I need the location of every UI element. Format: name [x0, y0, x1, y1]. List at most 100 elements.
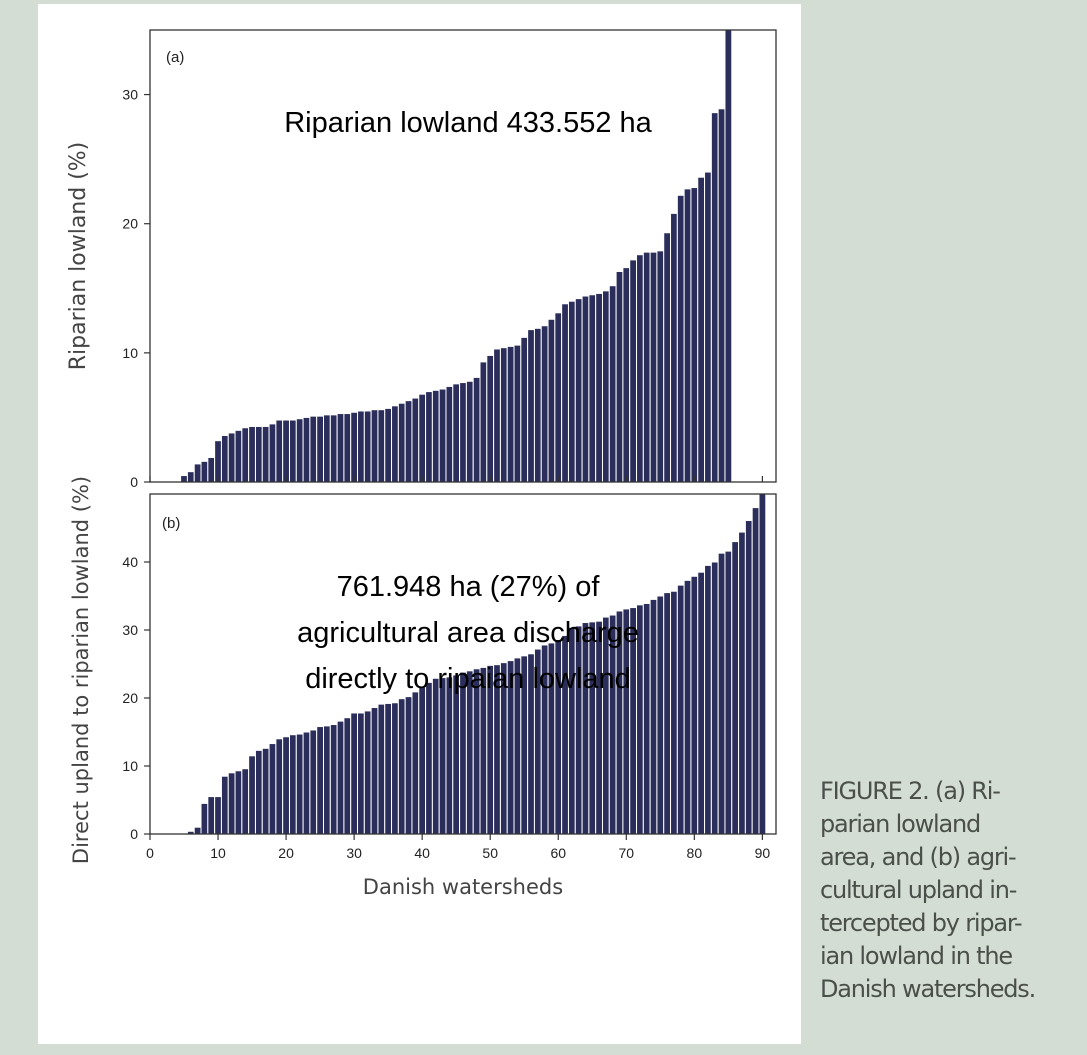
bar	[670, 590, 678, 835]
x-tick-label: 50	[482, 845, 498, 861]
bar	[418, 686, 427, 835]
bar	[751, 507, 760, 835]
bar	[316, 415, 325, 483]
bar	[227, 772, 236, 835]
bar	[601, 616, 610, 835]
caption-line: Danish watersheds.	[820, 975, 1036, 1003]
bar	[663, 592, 672, 835]
bar	[704, 171, 712, 483]
bar	[704, 564, 712, 835]
figure-panel: Riparian lowland (%) 0 10 20 30 Riparian low…	[38, 4, 801, 1044]
bar	[295, 733, 304, 835]
bar	[574, 625, 583, 835]
bar	[282, 419, 290, 483]
y-tick-label: 20	[122, 216, 138, 232]
bar	[649, 251, 658, 483]
bar	[738, 531, 746, 835]
chart-a: Riparian lowland (%) 0 10 20 30 Riparian low…	[66, 29, 777, 490]
bar	[676, 584, 685, 835]
x-tick-label: 10	[210, 845, 226, 861]
bar	[438, 388, 447, 483]
bar	[717, 108, 726, 483]
bar	[207, 456, 216, 483]
x-tick-label: 20	[278, 845, 294, 861]
chart-b: Direct upland to riparian lowland (%) Da…	[69, 476, 777, 899]
x-tick-label: 80	[687, 845, 703, 861]
bar	[234, 770, 243, 835]
bar	[323, 725, 331, 835]
bar	[302, 416, 311, 483]
y-tick-label: 0	[130, 474, 138, 490]
bar	[540, 325, 549, 483]
bar	[275, 738, 284, 835]
bar	[622, 267, 631, 483]
chart-b-frame	[149, 493, 777, 835]
bar	[561, 303, 569, 483]
bar	[357, 410, 365, 483]
chart-a-panel-label: (a)	[166, 49, 184, 66]
y-tick-label: 10	[122, 758, 138, 774]
bar	[724, 550, 733, 835]
bar	[261, 425, 270, 483]
bar	[391, 405, 399, 483]
bar	[676, 194, 685, 483]
bar	[656, 595, 665, 835]
bar	[656, 250, 665, 483]
bar	[690, 575, 699, 835]
bar	[207, 796, 216, 835]
bar	[499, 347, 508, 483]
bar	[452, 383, 461, 483]
bar	[425, 391, 433, 483]
bar	[309, 415, 318, 483]
bar	[527, 329, 535, 483]
bar	[758, 493, 767, 835]
bar	[227, 432, 236, 483]
bar	[336, 720, 345, 835]
bar	[254, 425, 263, 483]
bar	[459, 671, 467, 835]
chart-b-annotation-line: agricultural area discharge	[297, 617, 639, 649]
bar	[241, 427, 250, 483]
x-tick-label: 0	[146, 845, 154, 861]
bar	[343, 413, 352, 483]
chart-b-xlabel: Danish watersheds	[363, 875, 563, 899]
x-tick-label: 40	[414, 845, 430, 861]
bar	[636, 254, 644, 483]
bar	[520, 336, 529, 483]
bar	[581, 295, 590, 483]
bar	[506, 345, 515, 483]
caption-line: FIGURE 2. (a) Ri-	[820, 777, 1001, 805]
bar	[323, 414, 331, 483]
bar	[438, 677, 447, 835]
bar	[288, 419, 297, 483]
bar	[411, 397, 420, 483]
bar	[193, 826, 202, 835]
bar	[493, 348, 501, 483]
bar	[214, 440, 222, 483]
bar	[363, 710, 372, 835]
chart-a-frame	[149, 29, 777, 483]
bar	[241, 768, 250, 835]
bar	[533, 327, 542, 483]
bar	[683, 579, 692, 835]
y-tick-label: 20	[122, 690, 138, 706]
bar	[397, 402, 406, 483]
y-tick-label: 10	[122, 345, 138, 361]
chart-b-annotation-line: directly to ripaian lowland	[305, 663, 631, 695]
y-tick-label: 30	[122, 622, 138, 638]
bar	[670, 212, 678, 483]
x-tick-label: 70	[619, 845, 635, 861]
bar	[329, 724, 338, 835]
bar	[465, 380, 474, 483]
bar	[295, 418, 304, 483]
bar	[377, 703, 386, 835]
bar	[486, 354, 495, 483]
bar	[220, 435, 229, 483]
bar	[690, 187, 699, 483]
bar	[309, 729, 318, 835]
bar	[431, 389, 440, 483]
chart-b-ylabel: Direct upland to riparian lowland (%)	[69, 476, 93, 864]
bar	[418, 393, 427, 483]
bar	[710, 112, 719, 483]
bar	[288, 734, 297, 835]
